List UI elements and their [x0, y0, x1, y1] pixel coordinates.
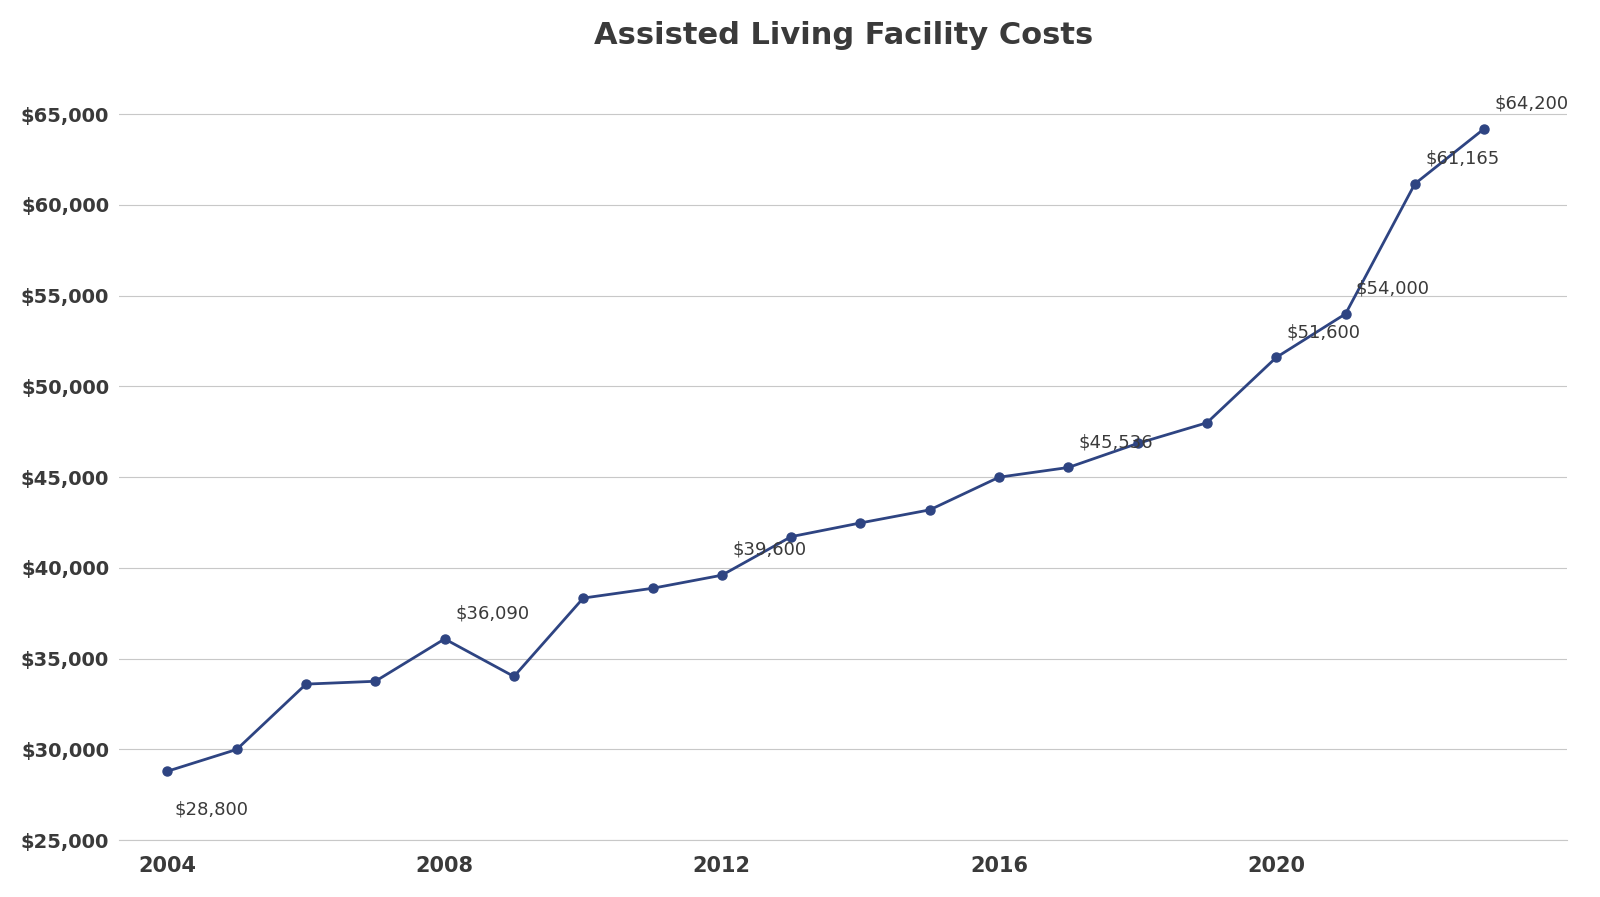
Text: $28,800: $28,800	[174, 800, 248, 818]
Text: $61,165: $61,165	[1426, 150, 1499, 168]
Text: $36,090: $36,090	[454, 605, 530, 623]
Text: $54,000: $54,000	[1355, 280, 1430, 298]
Text: $45,536: $45,536	[1078, 433, 1154, 451]
Text: $39,600: $39,600	[733, 541, 806, 559]
Text: $64,200: $64,200	[1494, 94, 1568, 112]
Text: $51,600: $51,600	[1286, 323, 1360, 341]
Title: Assisted Living Facility Costs: Assisted Living Facility Costs	[594, 21, 1093, 50]
